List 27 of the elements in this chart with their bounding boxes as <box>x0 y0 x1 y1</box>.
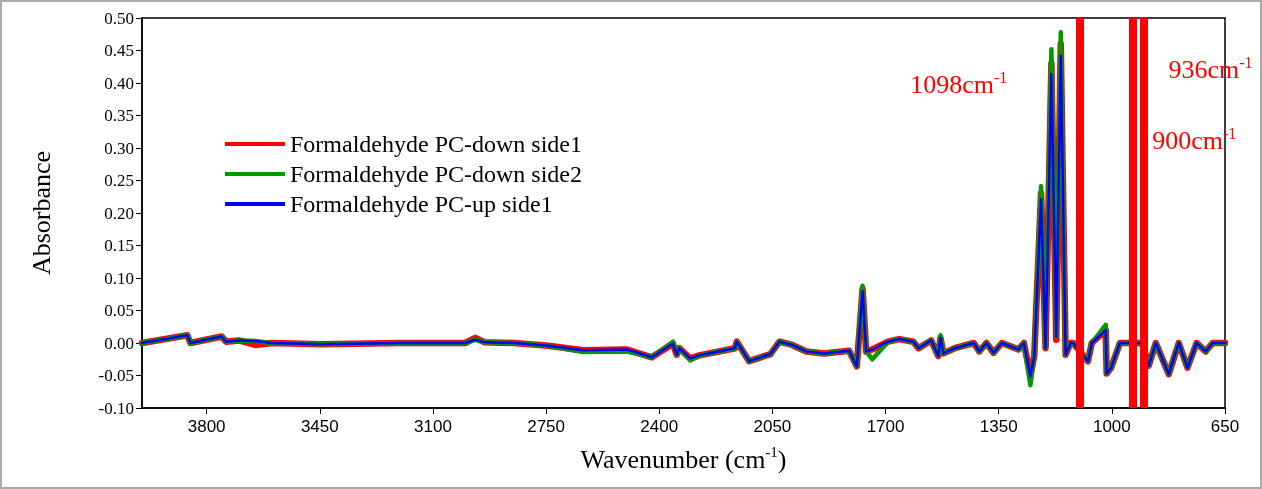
x-tick-label: 650 <box>1210 417 1240 436</box>
y-axis-title: Absorbance <box>26 150 56 276</box>
y-tick-label: -0.05 <box>98 366 134 385</box>
legend-label: Formaldehyde PC-up side1 <box>290 191 553 217</box>
y-tick-label: 0.30 <box>104 138 134 158</box>
y-tick-label: 0.25 <box>104 171 134 190</box>
y-tick-label: 0.15 <box>104 236 134 255</box>
x-tick-label: 2050 <box>753 417 792 436</box>
x-tick-label: 2400 <box>640 417 679 436</box>
legend-label: Formaldehyde PC-down side2 <box>290 161 582 187</box>
x-tick-label: 3800 <box>187 417 226 436</box>
y-tick-label: 0.05 <box>104 301 134 320</box>
y-tick-label: 0.50 <box>104 8 134 28</box>
y-tick-label: 0.10 <box>104 268 134 288</box>
x-tick-label: 3100 <box>414 417 452 436</box>
x-tick-label: 1350 <box>979 417 1018 436</box>
y-tick-label: 0.35 <box>104 106 134 125</box>
y-tick-label: -0.10 <box>98 398 134 418</box>
y-tick-label: 0.00 <box>104 333 134 353</box>
y-tick-label: 0.20 <box>104 203 134 223</box>
y-tick-label: 0.40 <box>104 73 134 93</box>
x-tick-label: 3450 <box>300 417 339 436</box>
y-tick-label: 0.45 <box>104 41 134 60</box>
x-tick-label: 2750 <box>527 417 566 436</box>
x-tick-label: 1700 <box>866 417 905 436</box>
x-tick-label: 1000 <box>1092 417 1131 436</box>
legend-label: Formaldehyde PC-down side1 <box>290 131 582 157</box>
